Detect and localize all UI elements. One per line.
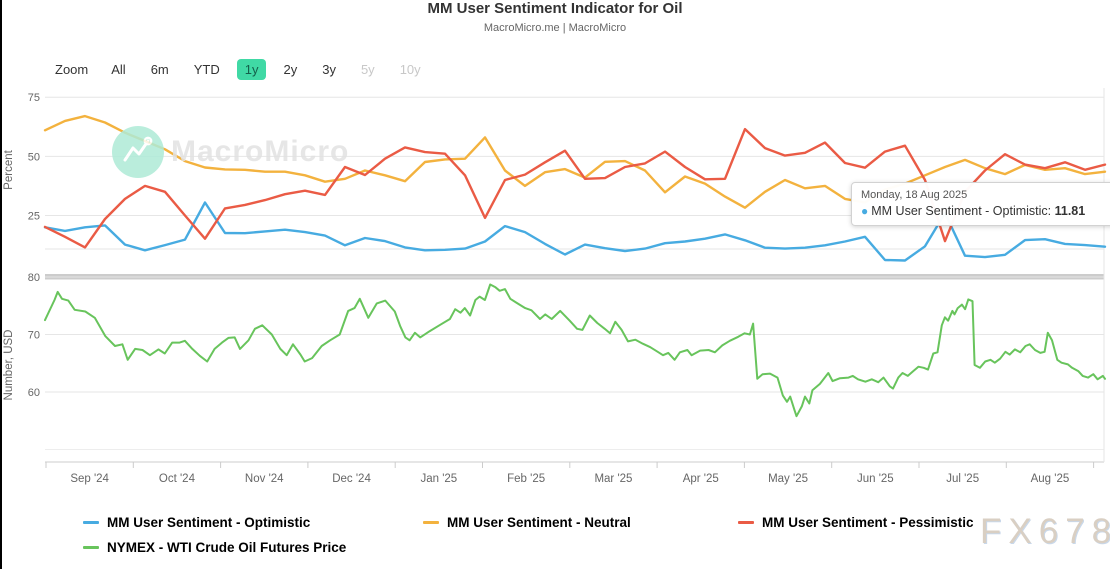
- x-axis-label: Aug '25: [1031, 473, 1070, 485]
- legend-dash-icon: [83, 546, 99, 549]
- page-title: MM User Sentiment Indicator for Oil: [427, 0, 683, 17]
- range-button-1y[interactable]: 1y: [236, 59, 267, 80]
- x-axis-label: May '25: [768, 473, 808, 485]
- zoom-label: Zoom: [55, 62, 89, 77]
- legend-label: NYMEX - WTI Crude Oil Futures Price: [107, 540, 347, 555]
- legend-dash-icon: [738, 521, 754, 524]
- legend-item-4[interactable]: NYMEX - WTI Crude Oil Futures Price: [83, 540, 346, 555]
- tooltip-series-row: ● MM User Sentiment - Optimistic: 11.81: [861, 204, 1110, 218]
- range-button-2y[interactable]: 2y: [283, 62, 298, 77]
- y-axis-title-number-usd: Number, USD: [3, 330, 15, 401]
- legend-label: MM User Sentiment - Neutral: [447, 515, 631, 530]
- x-axis-label: Jan '25: [420, 473, 457, 485]
- y-axis-label: 60: [28, 387, 40, 399]
- y-axis-label: 70: [28, 330, 40, 342]
- legend-label: MM User Sentiment - Optimistic: [107, 515, 311, 530]
- legend-item-1[interactable]: MM User Sentiment - Optimistic: [83, 515, 310, 530]
- x-axis-label: Jun '25: [857, 473, 894, 485]
- range-button-ytd[interactable]: YTD: [193, 62, 220, 77]
- x-axis-label: Feb '25: [507, 473, 545, 485]
- tooltip-date: Monday, 18 Aug 2025: [861, 189, 968, 201]
- legend-label: MM User Sentiment - Pessimistic: [762, 515, 974, 530]
- y-axis-label: 75: [28, 92, 40, 104]
- chart-tooltip: Monday, 18 Aug 2025 ● MM User Sentiment -…: [851, 182, 1110, 226]
- y-axis-label: 25: [28, 211, 40, 223]
- series-line-wti: [44, 283, 1106, 418]
- x-axis-label: Oct '24: [159, 473, 196, 485]
- x-axis-label: Dec '24: [332, 473, 371, 485]
- range-button-10y: 10y: [399, 62, 421, 77]
- legend-dash-icon: [83, 521, 99, 524]
- tooltip-value: 11.81: [1054, 204, 1086, 218]
- x-axis-label: Nov '24: [245, 473, 284, 485]
- chart-subtitle: MacroMicro.me | MacroMicro: [483, 22, 627, 34]
- range-button-3y[interactable]: 3y: [322, 62, 336, 77]
- x-axis-label: Mar '25: [594, 473, 632, 485]
- series-line-optimistic: [43, 201, 1107, 262]
- legend-dash-icon: [423, 521, 439, 524]
- y-axis-title-percent: Percent: [3, 149, 15, 189]
- legend-item-3[interactable]: MM User Sentiment - Pessimistic: [738, 515, 974, 530]
- legend-item-2[interactable]: MM User Sentiment - Neutral: [423, 515, 631, 530]
- y-axis-label: 80: [28, 272, 40, 284]
- series-marker-icon: ●: [861, 204, 869, 218]
- series-line-neutral: [43, 114, 1107, 209]
- x-axis-label: Apr '25: [683, 473, 719, 485]
- range-button-6m[interactable]: 6m: [150, 62, 169, 77]
- x-axis-label: Sep '24: [70, 473, 109, 485]
- tooltip-series-label: MM User Sentiment - Optimistic:: [871, 204, 1052, 218]
- window-left-border: [0, 0, 2, 569]
- range-button-5y: 5y: [360, 62, 375, 77]
- range-selector: Zoom All 6m YTD 1y 2y 3y 5y 10y: [55, 59, 429, 80]
- x-axis-label: Jul '25: [946, 473, 979, 485]
- y-axis-label: 50: [28, 151, 40, 163]
- range-button-all[interactable]: All: [111, 62, 126, 77]
